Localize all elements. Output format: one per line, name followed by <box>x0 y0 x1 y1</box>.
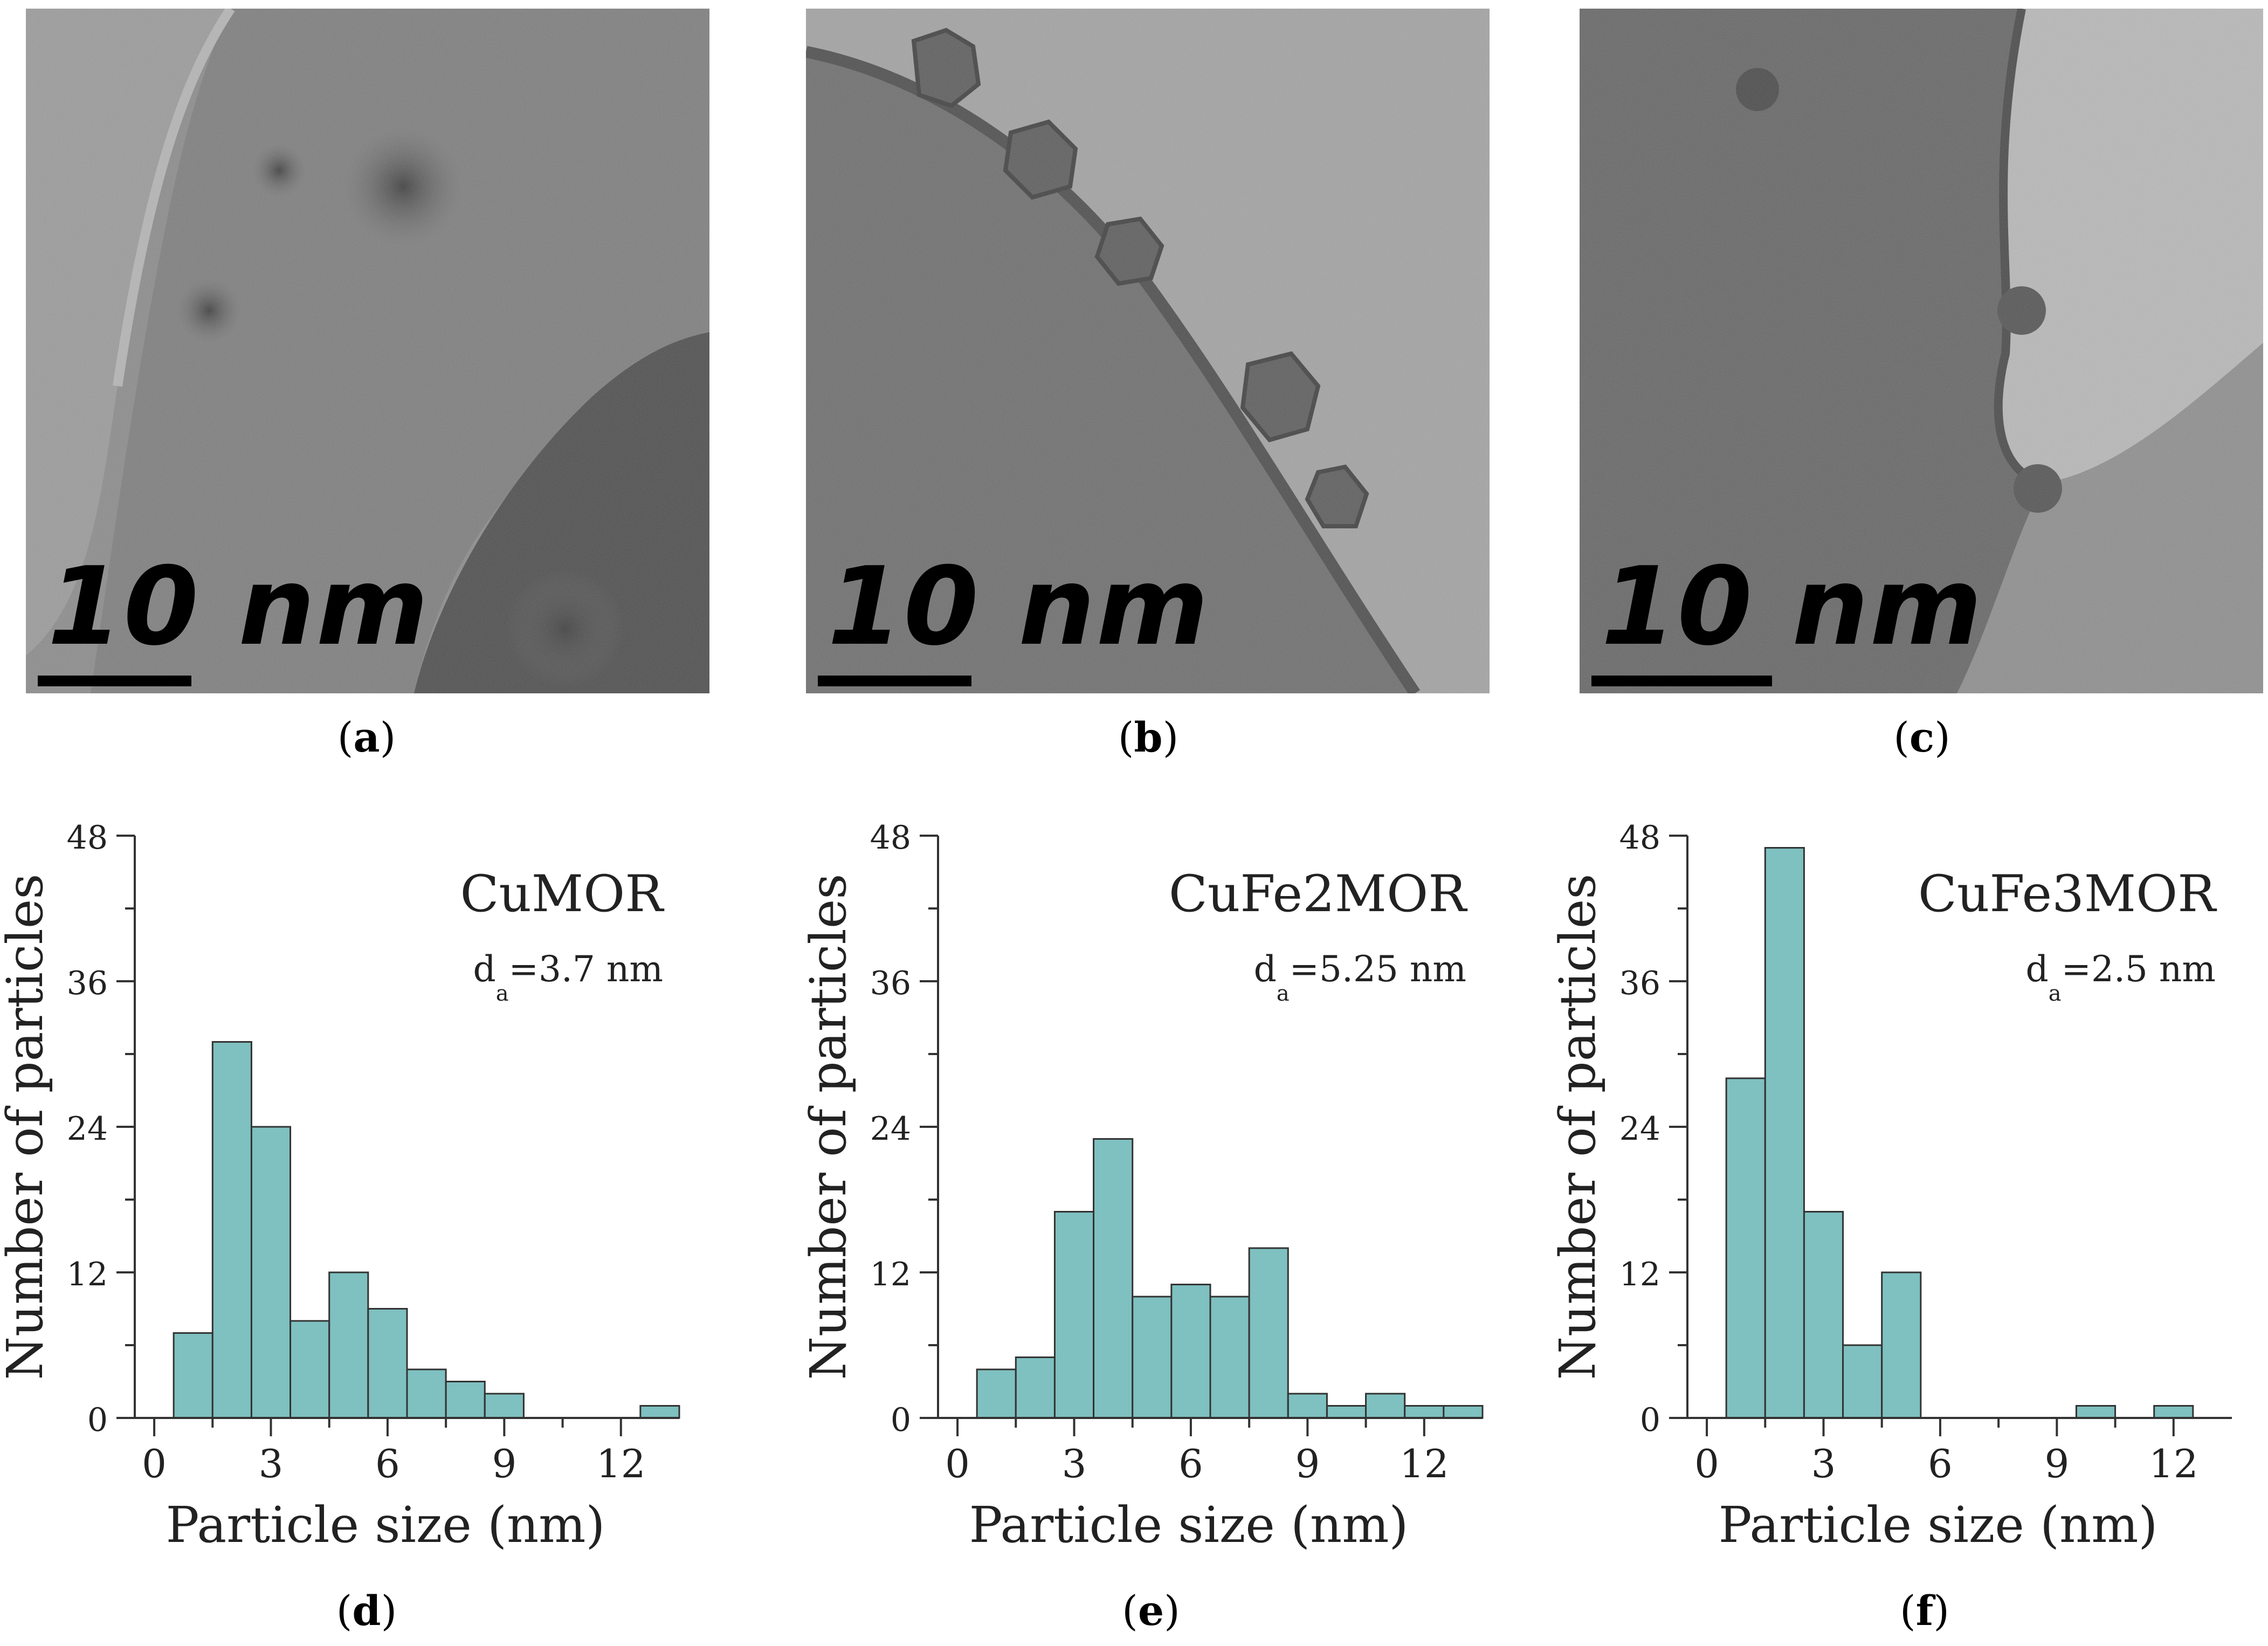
panel-letter-d: (d) <box>336 1587 397 1635</box>
bar <box>173 1332 213 1419</box>
y-axis-label: Number of particles <box>799 874 857 1380</box>
panel-letter-a: (a) <box>337 713 396 761</box>
x-tick-label: 6 <box>375 1441 400 1486</box>
sample-name: CuMOR <box>460 865 665 924</box>
scale-bar <box>818 676 971 686</box>
y-tick-label: 0 <box>891 1401 911 1439</box>
bar <box>1015 1356 1056 1419</box>
bar <box>639 1405 680 1419</box>
tem-image-b: 10 nm <box>806 9 1490 693</box>
y-tick-label: 48 <box>870 819 911 857</box>
x-tick-label: 3 <box>1811 1441 1836 1486</box>
panel-letter-c: (c) <box>1893 713 1950 761</box>
bar <box>1248 1247 1289 1419</box>
average-size-annotation: da=5.25 nm <box>1254 948 1466 1006</box>
bar <box>1404 1405 1445 1419</box>
bar <box>1725 1077 1766 1419</box>
x-tick-label: 0 <box>1694 1441 1719 1486</box>
scale-bar-label: 10 nm <box>828 544 1210 670</box>
y-tick-label: 36 <box>870 965 911 1002</box>
bar <box>1170 1284 1211 1419</box>
bar <box>1842 1344 1883 1419</box>
scale-bar <box>1591 676 1772 686</box>
histogram-d: 0 3 6 9 12 0 12 24 36 48 Particle size (nm) Number … <box>0 809 744 1607</box>
panel-letter-b: (b) <box>1118 713 1179 761</box>
average-size-annotation: da=3.7 nm <box>473 948 663 1006</box>
bar <box>1053 1211 1095 1419</box>
tem-micrograph-cumor <box>26 9 709 693</box>
x-tick-label: 9 <box>2044 1441 2069 1486</box>
tem-micrograph-cufe3mor <box>1580 9 2263 693</box>
y-tick-label: 24 <box>870 1110 911 1148</box>
panel-letter-e: (e) <box>1122 1587 1180 1635</box>
x-tick-label: 9 <box>1295 1441 1320 1486</box>
y-axis-label: Number of particles <box>1549 874 1607 1380</box>
scale-bar-label: 10 nm <box>47 544 430 670</box>
y-tick-label: 24 <box>67 1110 108 1148</box>
bar <box>2153 1405 2194 1419</box>
bar <box>1764 847 1805 1419</box>
histogram-f: 0 3 6 9 12 0 12 24 36 48 Particle size (nm) Number … <box>1549 809 2268 1607</box>
bar <box>1365 1393 1406 1419</box>
bar <box>367 1308 408 1419</box>
y-tick-label: 12 <box>67 1256 108 1293</box>
x-tick-label: 6 <box>1178 1441 1203 1486</box>
scale-bar <box>38 676 191 686</box>
y-tick-label: 36 <box>67 965 108 1002</box>
x-tick-label: 6 <box>1928 1441 1953 1486</box>
bar <box>2075 1405 2117 1419</box>
bar <box>1093 1138 1134 1419</box>
bar <box>1326 1405 1367 1419</box>
bar <box>484 1393 525 1419</box>
tem-image-c: 10 nm <box>1580 9 2263 693</box>
y-tick-label: 0 <box>87 1401 108 1439</box>
bar <box>211 1041 252 1419</box>
bar <box>1881 1271 1922 1419</box>
bar <box>406 1368 447 1419</box>
bar <box>445 1381 486 1419</box>
x-tick-label: 9 <box>492 1441 516 1486</box>
bar <box>289 1320 330 1419</box>
bar <box>1132 1296 1173 1419</box>
tem-micrograph-cufe2mor <box>806 9 1490 693</box>
y-tick-label: 0 <box>1640 1401 1660 1439</box>
bar <box>976 1368 1017 1419</box>
x-tick-label: 0 <box>142 1441 167 1486</box>
average-size-annotation: da=2.5 nm <box>2026 948 2216 1006</box>
tem-image-a: 10 nm <box>26 9 709 693</box>
x-tick-label: 3 <box>259 1441 284 1486</box>
x-tick-label: 12 <box>2149 1441 2198 1486</box>
y-axis-label: Number of particles <box>0 874 54 1380</box>
scale-bar-label: 10 nm <box>1601 544 1983 670</box>
bar <box>250 1126 292 1419</box>
sample-name: CuFe2MOR <box>1169 865 1468 924</box>
histogram-e: 0 3 6 9 12 0 12 24 36 48 Particle size (nm) Number … <box>799 809 1547 1607</box>
bar <box>1209 1296 1250 1419</box>
y-tick-label: 12 <box>1619 1256 1660 1293</box>
x-tick-label: 0 <box>945 1441 970 1486</box>
y-tick-label: 12 <box>870 1256 911 1293</box>
bar <box>1803 1211 1844 1419</box>
x-axis-label: Particle size (nm) <box>969 1496 1409 1554</box>
bar <box>328 1271 369 1419</box>
bar <box>1443 1405 1484 1419</box>
y-tick-label: 48 <box>67 819 108 857</box>
x-axis-label: Particle size (nm) <box>166 1496 605 1554</box>
bar <box>1287 1393 1328 1419</box>
x-tick-label: 12 <box>1400 1441 1449 1486</box>
x-tick-label: 3 <box>1062 1441 1087 1486</box>
panel-letter-f: (f) <box>1899 1587 1949 1635</box>
x-tick-label: 12 <box>596 1441 646 1486</box>
x-axis-label: Particle size (nm) <box>1719 1496 2158 1554</box>
y-tick-label: 36 <box>1619 965 1660 1002</box>
y-tick-label: 48 <box>1619 819 1660 857</box>
sample-name: CuFe3MOR <box>1918 865 2217 924</box>
y-tick-label: 24 <box>1619 1110 1660 1148</box>
